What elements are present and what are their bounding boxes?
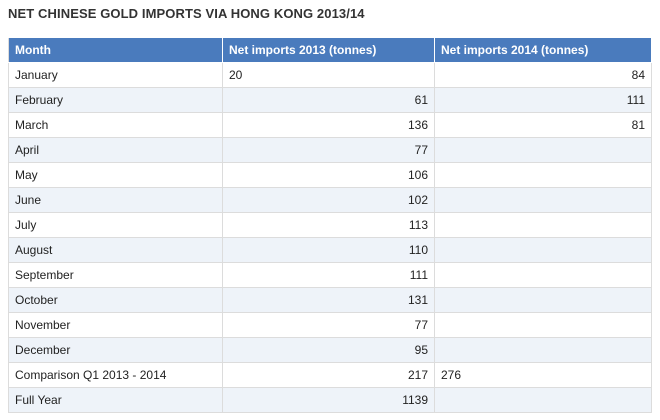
cell-net-imports-2013: 106 bbox=[222, 162, 435, 188]
cell-net-imports-2013: 110 bbox=[222, 237, 435, 263]
cell-net-imports-2014 bbox=[434, 212, 652, 238]
cell-month: March bbox=[8, 112, 223, 138]
column-header-2013: Net imports 2013 (tonnes) bbox=[222, 37, 435, 63]
table-row: July 113 bbox=[8, 212, 652, 238]
column-header-month: Month bbox=[8, 37, 223, 63]
cell-net-imports-2014: 81 bbox=[434, 112, 652, 138]
cell-net-imports-2013: 77 bbox=[222, 137, 435, 163]
table-row: January 20 84 bbox=[8, 62, 652, 88]
table-row: September 111 bbox=[8, 262, 652, 288]
cell-net-imports-2013: 113 bbox=[222, 212, 435, 238]
table-row: October 131 bbox=[8, 287, 652, 313]
table-row: August 110 bbox=[8, 237, 652, 263]
cell-month: October bbox=[8, 287, 223, 313]
cell-net-imports-2014: 84 bbox=[434, 62, 652, 88]
table-row: April 77 bbox=[8, 137, 652, 163]
cell-net-imports-2014 bbox=[434, 337, 652, 363]
table-row: June 102 bbox=[8, 187, 652, 213]
cell-net-imports-2013: 61 bbox=[222, 87, 435, 113]
table-row: Comparison Q1 2013 - 2014 217 276 bbox=[8, 362, 652, 388]
cell-month: Comparison Q1 2013 - 2014 bbox=[8, 362, 223, 388]
cell-net-imports-2014: 111 bbox=[434, 87, 652, 113]
cell-month: November bbox=[8, 312, 223, 338]
cell-net-imports-2013: 20 bbox=[222, 62, 435, 88]
cell-net-imports-2014 bbox=[434, 237, 652, 263]
table-body: January 20 84 February 61 111 March 136 81 April 7… bbox=[8, 62, 652, 413]
cell-net-imports-2013: 102 bbox=[222, 187, 435, 213]
cell-net-imports-2013: 131 bbox=[222, 287, 435, 313]
table-header-row: Month Net imports 2013 (tonnes) Net impo… bbox=[8, 37, 652, 63]
cell-month: May bbox=[8, 162, 223, 188]
cell-net-imports-2013: 77 bbox=[222, 312, 435, 338]
cell-month: September bbox=[8, 262, 223, 288]
cell-net-imports-2014 bbox=[434, 312, 652, 338]
cell-net-imports-2014 bbox=[434, 187, 652, 213]
table-row: December 95 bbox=[8, 337, 652, 363]
cell-month: August bbox=[8, 237, 223, 263]
column-header-2014: Net imports 2014 (tonnes) bbox=[434, 37, 652, 63]
cell-net-imports-2014 bbox=[434, 287, 652, 313]
cell-month: January bbox=[8, 62, 223, 88]
cell-net-imports-2013: 1139 bbox=[222, 387, 435, 413]
cell-month: June bbox=[8, 187, 223, 213]
table-row: March 136 81 bbox=[8, 112, 652, 138]
cell-month: December bbox=[8, 337, 223, 363]
cell-month: Full Year bbox=[8, 387, 223, 413]
cell-month: July bbox=[8, 212, 223, 238]
cell-net-imports-2013: 136 bbox=[222, 112, 435, 138]
cell-net-imports-2013: 95 bbox=[222, 337, 435, 363]
cell-net-imports-2013: 111 bbox=[222, 262, 435, 288]
cell-net-imports-2014 bbox=[434, 387, 652, 413]
cell-month: April bbox=[8, 137, 223, 163]
cell-net-imports-2013: 217 bbox=[222, 362, 435, 388]
cell-net-imports-2014 bbox=[434, 262, 652, 288]
cell-net-imports-2014 bbox=[434, 137, 652, 163]
gold-imports-table: Month Net imports 2013 (tonnes) Net impo… bbox=[8, 37, 652, 413]
table-row: Full Year 1139 bbox=[8, 387, 652, 413]
cell-month: February bbox=[8, 87, 223, 113]
cell-net-imports-2014: 276 bbox=[434, 362, 652, 388]
cell-net-imports-2014 bbox=[434, 162, 652, 188]
table-row: May 106 bbox=[8, 162, 652, 188]
page-title: NET CHINESE GOLD IMPORTS VIA HONG KONG 2… bbox=[8, 6, 365, 21]
table-row: November 77 bbox=[8, 312, 652, 338]
table-row: February 61 111 bbox=[8, 87, 652, 113]
